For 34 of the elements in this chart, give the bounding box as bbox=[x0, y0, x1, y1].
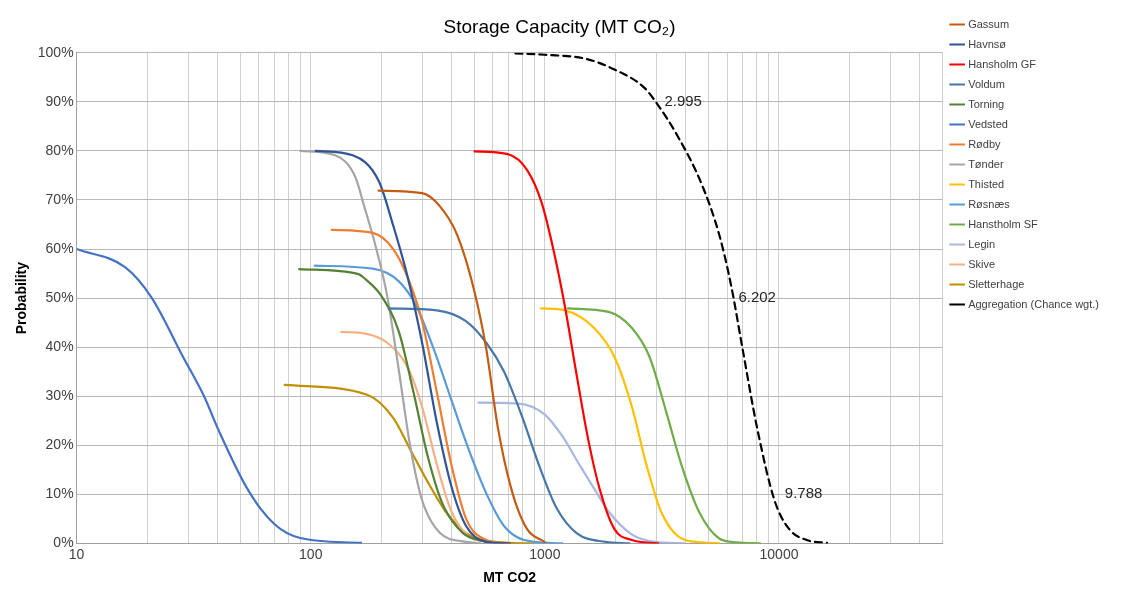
y-tick-label: 60% bbox=[45, 239, 74, 256]
y-tick-label: 20% bbox=[45, 436, 74, 453]
x-tick-label: 100 bbox=[299, 545, 323, 562]
x-tick-label: 1000 bbox=[529, 545, 561, 562]
annotation: 2.995 bbox=[664, 92, 702, 109]
y-tick-label: 10% bbox=[45, 485, 74, 502]
legend-label: Vedsted bbox=[968, 117, 1008, 130]
y-tick-label: 50% bbox=[45, 288, 74, 305]
legend-label: Gassum bbox=[968, 17, 1010, 30]
y-tick-label: 30% bbox=[45, 387, 74, 404]
y-tick-label: 40% bbox=[45, 338, 74, 355]
legend-label: Røsnæs bbox=[968, 197, 1011, 210]
y-tick-label: 100% bbox=[37, 43, 74, 60]
y-tick-label: 80% bbox=[45, 141, 74, 158]
legend-label: Havnsø bbox=[968, 37, 1007, 50]
annotation: 9.788 bbox=[784, 484, 823, 502]
legend-label: Skive bbox=[968, 257, 996, 270]
legend-label: Thisted bbox=[968, 177, 1005, 190]
legend-label: Rødby bbox=[968, 137, 1002, 150]
x-axis-title: MT CO2 bbox=[483, 569, 537, 586]
legend-label: Hansholm GF bbox=[968, 57, 1037, 70]
legend-label: Legin bbox=[968, 237, 996, 250]
legend-label: Sletterhage bbox=[968, 277, 1025, 290]
y-tick-label: 90% bbox=[45, 92, 74, 109]
chart-title: Storage Capacity (MT CO₂) bbox=[443, 15, 676, 37]
legend-label: Aggregation (Chance wgt.) bbox=[968, 297, 1100, 310]
annotation: 6.202 bbox=[738, 288, 776, 306]
x-tick-label: 10000 bbox=[759, 545, 799, 562]
legend-label: Voldum bbox=[968, 77, 1005, 90]
legend-label: Hanstholm SF bbox=[968, 217, 1039, 230]
y-tick-label: 70% bbox=[45, 190, 74, 207]
legend-label: Torning bbox=[968, 97, 1005, 110]
legend-label: Tønder bbox=[968, 157, 1004, 170]
y-axis-title: Probability bbox=[13, 261, 30, 335]
